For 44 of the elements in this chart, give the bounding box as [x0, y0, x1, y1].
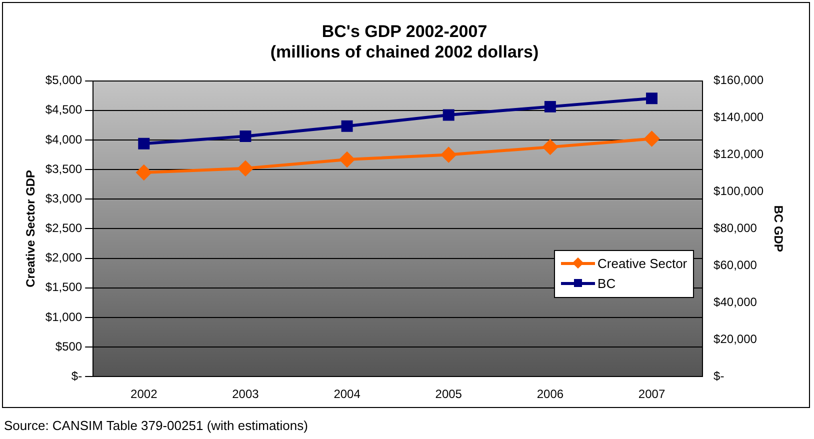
y2-axis-title: BC GDP [771, 205, 786, 252]
y2-tick-label: $60,000 [714, 258, 758, 272]
point [442, 109, 454, 121]
y2-tick-label: $140,000 [714, 110, 764, 124]
point [646, 92, 658, 104]
x-tick-label: 2002 [130, 387, 158, 402]
y-tick-label: $5,000 [45, 73, 82, 88]
x-tick-label: 2007 [638, 387, 666, 402]
x-tick-label: 2005 [435, 387, 462, 402]
y-tick-label: $4,500 [45, 102, 82, 117]
y-tick-label: $3,500 [45, 162, 82, 176]
y-tick-label: $4,000 [45, 132, 82, 146]
y2-tick-label: $80,000 [714, 221, 758, 236]
point [542, 140, 558, 155]
x-tick-label: 2004 [334, 387, 361, 402]
point [136, 165, 152, 180]
y2-tick-label: $100,000 [714, 184, 764, 198]
point [644, 131, 660, 146]
y-tick-label: $500 [55, 339, 82, 354]
point [341, 120, 353, 132]
y-tick-label: $2,000 [45, 250, 82, 265]
legend-label: Creative Sector [598, 256, 688, 272]
point [544, 100, 556, 112]
chart-title: BC's GDP 2002-2007 (millions of chained 2002 dollars) [270, 22, 539, 62]
y2-tick-label: $20,000 [714, 332, 758, 346]
y-tick-label: $2,500 [45, 221, 82, 236]
x-tick-label: 2006 [536, 387, 564, 402]
y2-tick-label: $- [714, 368, 724, 383]
y2-tick-label: $160,000 [714, 73, 764, 88]
y2-tick-label: $40,000 [714, 294, 758, 309]
point [138, 138, 150, 150]
y-tick-label: $3,000 [45, 191, 82, 206]
point [240, 130, 252, 142]
point [238, 160, 253, 176]
y-tick-label: $1,000 [45, 310, 82, 324]
y2-tick-label: $120,000 [714, 147, 764, 162]
source-note: Source: CANSIM Table 379-00251 (with estimations) [4, 418, 308, 433]
y-axis-title: Creative Sector GDP [24, 170, 38, 288]
point [441, 147, 456, 162]
y-tick-label: $1,500 [45, 280, 82, 294]
x-tick-label: 2003 [232, 387, 260, 402]
legend-label: BC [598, 276, 616, 292]
point [340, 152, 355, 167]
y-tick-label: $- [71, 368, 82, 383]
